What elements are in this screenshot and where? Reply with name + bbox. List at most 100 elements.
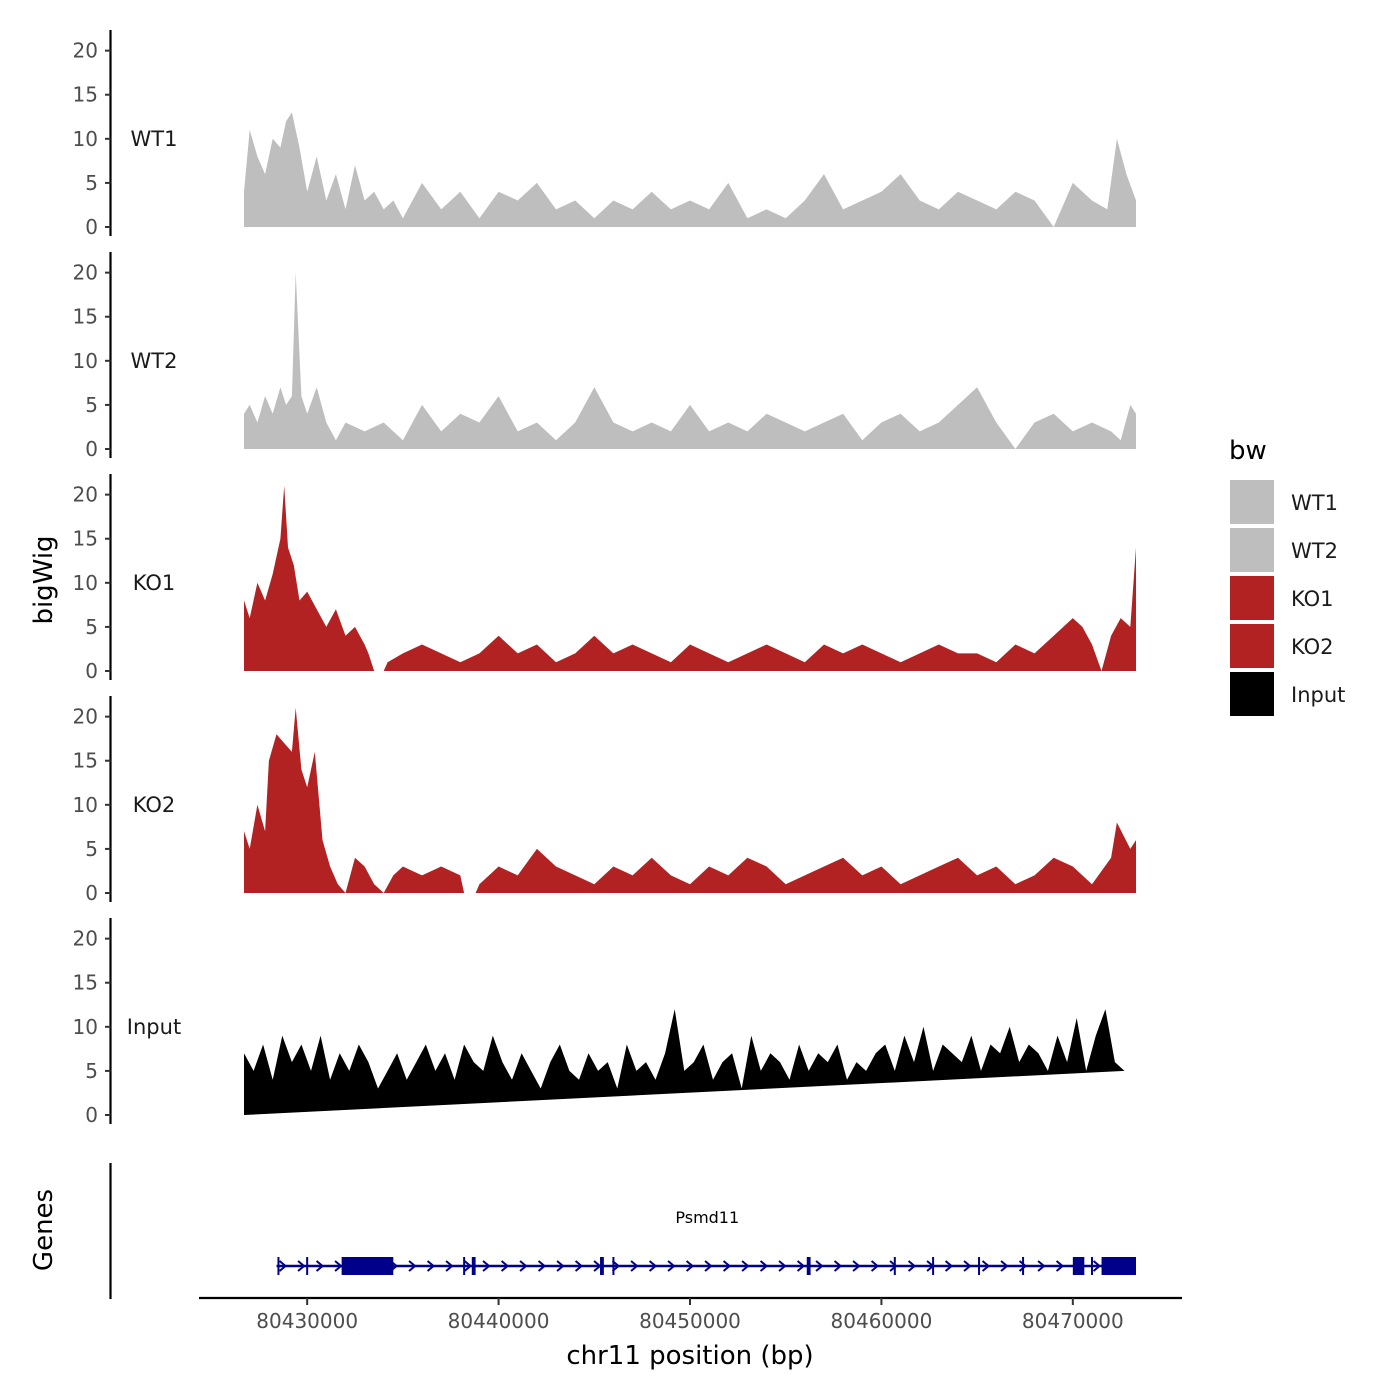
strand-arrow: [630, 1260, 639, 1272]
strand-arrow: [408, 1260, 417, 1272]
track-ko1: 0 5 10 15 20 KO1: [73, 474, 1136, 683]
strand-arrow: [1000, 1260, 1009, 1272]
strand-arrow: [574, 1260, 584, 1272]
y-tick-label-ko2-10: 10: [73, 793, 98, 817]
y-tick-label-wt1-5: 5: [85, 171, 98, 195]
strand-arrow: [1055, 1260, 1065, 1272]
y-tick-label-ko1-5: 5: [85, 615, 98, 639]
strand-arrow: [463, 1260, 473, 1272]
strand-arrow: [426, 1260, 436, 1272]
legend-label-input: Input: [1291, 683, 1345, 707]
y-tick-label-input-20: 20: [73, 927, 98, 951]
y-tick-label-wt2-10: 10: [73, 349, 98, 373]
y-tick-label-wt2-15: 15: [73, 305, 98, 329]
legend-label-ko2: KO2: [1291, 635, 1334, 659]
y-tick-label-ko2-0: 0: [85, 881, 98, 905]
track-label-ko2: KO2: [133, 793, 176, 817]
y-tick-label-ko1-0: 0: [85, 659, 98, 683]
y-tick-label-ko1-15: 15: [73, 527, 98, 551]
track-label-wt1: WT1: [131, 127, 178, 151]
strand-arrow: [1037, 1260, 1046, 1272]
genes-axis-title: Genes: [29, 1189, 59, 1271]
y-tick-label-ko1-20: 20: [73, 483, 98, 507]
legend-entries: WT1 WT2 KO1 KO2 Input: [1228, 478, 1345, 718]
strand-arrow: [611, 1260, 621, 1272]
y-axis-title: bigWig: [29, 535, 59, 624]
gene-models: Psmd11: [276, 1208, 1136, 1275]
x-axis-title: chr11 position (bp): [566, 1341, 813, 1371]
strand-arrow: [907, 1260, 917, 1272]
strand-arrow: [500, 1260, 510, 1272]
gene-psmd11: Psmd11: [276, 1208, 1136, 1275]
strand-arrow: [741, 1260, 750, 1272]
strand-arrow: [963, 1260, 972, 1272]
y-tick-label-wt1-15: 15: [73, 83, 98, 107]
y-tick-label-wt1-0: 0: [85, 215, 98, 239]
strand-arrow: [778, 1260, 787, 1272]
exon-4: [806, 1257, 811, 1275]
x-tick-label-80450000: 80450000: [639, 1309, 741, 1333]
x-tick-label-80460000: 80460000: [831, 1309, 933, 1333]
y-tick-label-ko2-20: 20: [73, 705, 98, 729]
legend-swatch-wt2: [1228, 526, 1276, 574]
legend-label-wt1: WT1: [1291, 491, 1338, 515]
strand-arrow: [796, 1260, 806, 1272]
exon-1: [341, 1257, 394, 1275]
x-tick-label-80430000: 80430000: [256, 1309, 358, 1333]
legend-label-ko1: KO1: [1291, 587, 1334, 611]
legend: bw WT1 WT2 KO1 KO2 Input: [1228, 436, 1345, 718]
strand-arrow: [667, 1260, 676, 1272]
track-wt1: 0 5 10 15 20 WT1: [73, 30, 1136, 239]
strand-arrow: [334, 1260, 343, 1272]
legend-swatch-wt1: [1228, 478, 1276, 526]
track-ko2: 0 5 10 15 20 KO2: [73, 696, 1136, 905]
coverage-area-wt1: [244, 112, 1136, 227]
genes-panel: Genes Psmd11: [29, 1163, 1136, 1299]
coverage-area-ko1: [244, 485, 1136, 671]
exon-3: [600, 1257, 604, 1275]
gene-label-psmd11: Psmd11: [675, 1208, 739, 1227]
y-tick-label-wt2-20: 20: [73, 261, 98, 285]
strand-arrow: [445, 1260, 454, 1272]
coverage-area-wt2: [244, 272, 1136, 449]
exon-6: [1101, 1257, 1136, 1275]
strand-arrow: [1018, 1260, 1028, 1272]
strand-arrow: [556, 1260, 565, 1272]
strand-arrow: [648, 1260, 658, 1272]
coverage-area-input: [244, 1009, 1125, 1115]
strand-arrow: [685, 1260, 695, 1272]
y-tick-label-input-10: 10: [73, 1015, 98, 1039]
exon-2: [471, 1257, 476, 1275]
legend-label-wt2: WT2: [1291, 539, 1338, 563]
x-tick-label-80440000: 80440000: [448, 1309, 550, 1333]
track-input: 0 5 10 15 20 Input: [73, 918, 1125, 1127]
y-tick-label-input-0: 0: [85, 1103, 98, 1127]
coverage-area-ko2: [244, 707, 1136, 893]
strand-arrow: [833, 1260, 843, 1272]
x-ticks: 80430000 80440000 80450000 80460000 80470000: [256, 1298, 1124, 1333]
strand-arrow: [278, 1260, 288, 1272]
y-tick-label-wt2-5: 5: [85, 393, 98, 417]
y-tick-label-input-5: 5: [85, 1059, 98, 1083]
strand-arrow: [889, 1260, 898, 1272]
strand-arrow: [981, 1260, 991, 1272]
y-tick-label-ko2-15: 15: [73, 749, 98, 773]
strand-arrow: [315, 1260, 325, 1272]
legend-swatch-ko1: [1228, 574, 1276, 622]
y-tick-label-ko1-10: 10: [73, 571, 98, 595]
y-tick-label-ko2-5: 5: [85, 837, 98, 861]
track-label-input: Input: [127, 1015, 181, 1039]
track-wt2: 0 5 10 15 20 WT2: [73, 252, 1136, 461]
strand-arrow: [815, 1260, 824, 1272]
strand-arrow: [1092, 1260, 1102, 1272]
strand-arrow: [852, 1260, 861, 1272]
legend-title: bw: [1229, 436, 1267, 466]
strand-arrow: [759, 1260, 769, 1272]
strand-arrow: [870, 1260, 880, 1272]
strand-arrow: [722, 1260, 732, 1272]
track-label-wt2: WT2: [131, 349, 178, 373]
strand-arrow: [297, 1260, 306, 1272]
strand-arrow: [537, 1260, 547, 1272]
